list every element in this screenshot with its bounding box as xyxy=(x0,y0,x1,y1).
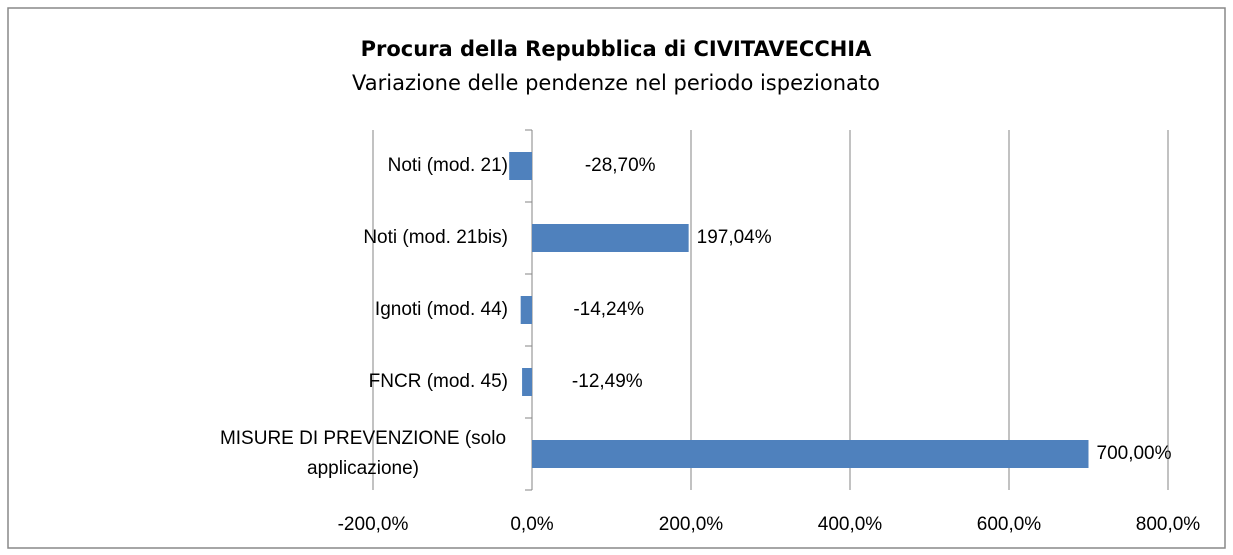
chart-title: Procura della Repubblica di CIVITAVECCHI… xyxy=(361,37,873,61)
bar xyxy=(532,440,1089,468)
x-tick-label: 600,0% xyxy=(977,514,1042,535)
data-label: 700,00% xyxy=(1097,443,1172,464)
data-label: -12,49% xyxy=(572,371,643,392)
x-tick-label: -200,0% xyxy=(338,514,409,535)
y-tick-label: FNCR (mod. 45) xyxy=(368,371,508,392)
y-tick-label: MISURE DI PREVENZIONE (solo applicazione… xyxy=(219,428,507,479)
x-tick-label: 400,0% xyxy=(818,514,883,535)
bar xyxy=(532,224,689,252)
y-tick-label: Ignoti (mod. 44) xyxy=(374,299,508,320)
data-label: 197,04% xyxy=(697,227,772,248)
bar xyxy=(509,152,532,180)
x-tick-label: 800,0% xyxy=(1136,514,1201,535)
bar xyxy=(520,296,532,324)
x-tick-label: 200,0% xyxy=(659,514,724,535)
data-label: -14,24% xyxy=(573,299,644,320)
chart-subtitle: Variazione delle pendenze nel periodo is… xyxy=(352,71,880,95)
x-tick-label: 0,0% xyxy=(510,514,553,535)
y-tick-label: Noti (mod. 21bis) xyxy=(363,227,508,248)
data-label: -28,70% xyxy=(585,155,656,176)
y-tick-label: Noti (mod. 21) xyxy=(387,155,508,176)
bar xyxy=(522,368,532,396)
